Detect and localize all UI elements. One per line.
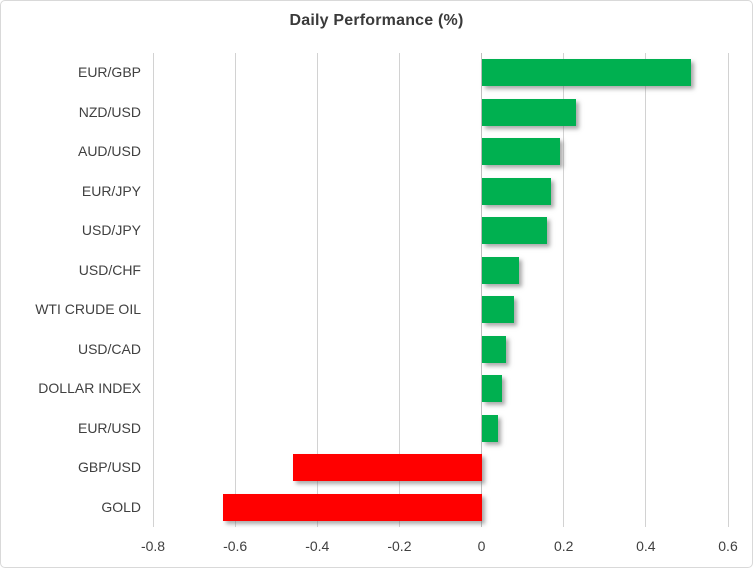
bar-eur-gbp (481, 59, 692, 87)
x-tick-label: 0 (477, 538, 486, 554)
gridline (234, 53, 236, 527)
gridline (727, 53, 729, 527)
category-label: USD/JPY (81, 222, 141, 239)
x-tick-label: -0.4 (305, 538, 330, 554)
category-label: EUR/GBP (77, 64, 141, 81)
bar-usd-cad (481, 335, 507, 363)
x-tick-label: 0.2 (553, 538, 574, 554)
gridline (563, 53, 565, 527)
category-label: NZD/USD (78, 103, 141, 120)
bar-usd-jpy (481, 217, 548, 245)
category-label: DOLLAR INDEX (38, 380, 141, 397)
bar-aud-usd (481, 138, 560, 166)
category-label: GBP/USD (77, 459, 141, 476)
category-label: EUR/JPY (81, 182, 141, 199)
category-label: GOLD (101, 498, 141, 515)
bar-eur-usd (481, 414, 498, 442)
bar-gold (222, 493, 482, 521)
gridline (645, 53, 647, 527)
bar-usd-chf (481, 256, 519, 284)
x-tick-label: -0.6 (223, 538, 248, 554)
bar-wti-crude-oil (481, 296, 515, 324)
gridline (316, 53, 318, 527)
x-tick-label: 0.6 (718, 538, 738, 554)
category-label: USD/CHF (78, 261, 141, 278)
chart-title: Daily Performance (%) (289, 12, 464, 29)
gridline (152, 53, 154, 527)
gridline (398, 53, 400, 527)
category-label: USD/CAD (77, 340, 141, 357)
x-tick-label: 0.4 (636, 538, 656, 554)
category-label: WTI CRUDE OIL (35, 301, 141, 318)
category-label: EUR/USD (77, 419, 141, 436)
x-tick-label: -0.2 (387, 538, 412, 554)
bar-gbp-usd (292, 454, 482, 482)
x-tick-label: -0.8 (140, 538, 166, 554)
category-label: AUD/USD (77, 143, 141, 160)
bar-dollar-index (481, 375, 503, 403)
zero-axis-line (481, 53, 483, 527)
bar-eur-jpy (481, 177, 552, 205)
bar-nzd-usd (481, 98, 577, 126)
